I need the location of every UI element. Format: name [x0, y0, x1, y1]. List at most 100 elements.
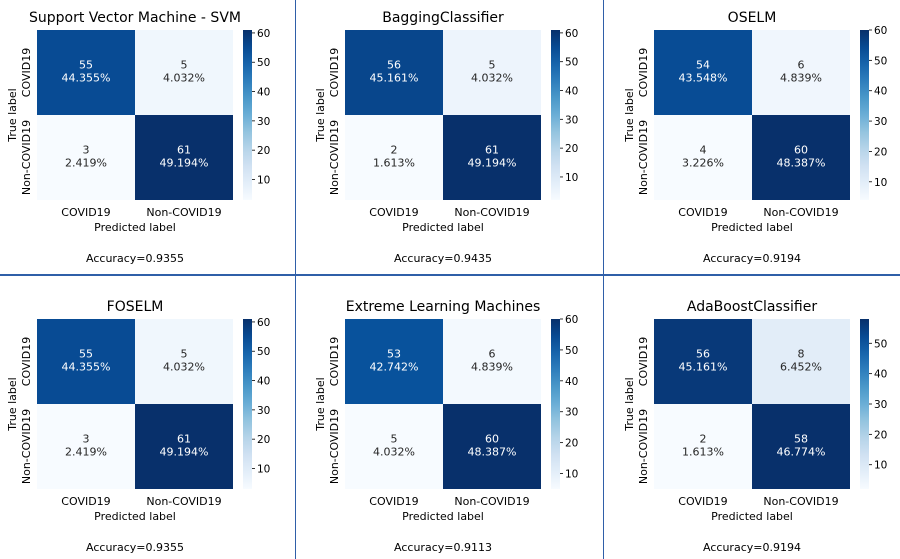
cell-count-label: 56 — [387, 59, 401, 72]
cell-percent-label: 6.452% — [780, 361, 822, 374]
colorbar — [551, 30, 560, 200]
colorbar-tick-label: 10 — [565, 469, 578, 481]
y-tick-label: Non-COVID19 — [20, 409, 33, 484]
cell-count-label: 5 — [181, 59, 188, 72]
cell-count-label: 5 — [489, 59, 496, 72]
y-tick-label: Non-COVID19 — [328, 120, 341, 195]
accuracy-label: Accuracy=0.9435 — [394, 252, 492, 265]
cell-count-label: 2 — [700, 433, 707, 446]
cell-count-label: 60 — [794, 144, 808, 157]
colorbar-tick-label: 20 — [257, 434, 270, 446]
heatmap-cell — [37, 404, 135, 489]
x-tick-label: COVID19 — [678, 495, 727, 508]
y-tick-label: Non-COVID19 — [328, 409, 341, 484]
cell-count-label: 6 — [489, 348, 496, 361]
heatmap-cell — [654, 319, 752, 404]
x-tick-label: COVID19 — [369, 495, 418, 508]
y-tick-label: COVID19 — [637, 337, 650, 386]
cell-count-label: 3 — [83, 433, 90, 446]
heatmap-cell — [443, 404, 541, 489]
y-axis-label: True label — [314, 88, 327, 142]
cell-percent-label: 4.032% — [163, 72, 205, 85]
cell-percent-label: 49.194% — [468, 157, 517, 170]
x-tick-label: COVID19 — [678, 206, 727, 219]
colorbar-tick-label: 40 — [257, 87, 270, 99]
colorbar-tick-label: 30 — [874, 116, 887, 128]
colorbar-tick-label: 30 — [257, 116, 270, 128]
colorbar-tick-label: 30 — [874, 399, 887, 411]
cell-percent-label: 42.742% — [370, 361, 419, 374]
cell-count-label: 3 — [83, 144, 90, 157]
cell-percent-label: 1.613% — [373, 157, 415, 170]
heatmap-cell — [443, 115, 541, 200]
y-tick-label: COVID19 — [328, 48, 341, 97]
cell-count-label: 6 — [798, 59, 805, 72]
colorbar-tick-label: 40 — [565, 86, 578, 98]
cell-percent-label: 4.032% — [373, 446, 415, 459]
vertical-divider-right — [603, 0, 604, 559]
accuracy-label: Accuracy=0.9355 — [86, 252, 184, 265]
colorbar-tick-label: 60 — [565, 314, 578, 326]
cell-count-label: 4 — [700, 144, 707, 157]
cell-count-label: 58 — [794, 433, 808, 446]
cell-percent-label: 48.387% — [777, 157, 826, 170]
panel-title: FOSELM — [107, 299, 164, 315]
panel-title: BaggingClassifier — [382, 10, 504, 26]
cell-percent-label: 44.355% — [62, 72, 111, 85]
cell-count-label: 61 — [177, 144, 191, 157]
heatmap-cell — [752, 404, 850, 489]
accuracy-label: Accuracy=0.9355 — [86, 541, 184, 554]
heatmap-cell — [135, 30, 233, 115]
y-axis-label: True label — [6, 88, 19, 142]
cell-percent-label: 46.774% — [777, 446, 826, 459]
heatmap-cell — [654, 115, 752, 200]
heatmap-cell — [37, 30, 135, 115]
cell-percent-label: 44.355% — [62, 361, 111, 374]
colorbar-tick-label: 40 — [257, 376, 270, 388]
x-axis-label: Predicted label — [402, 510, 484, 523]
heatmap-cell — [345, 30, 443, 115]
accuracy-label: Accuracy=0.9194 — [703, 541, 801, 554]
colorbar-tick-label: 60 — [257, 28, 270, 40]
x-tick-label: Non-COVID19 — [763, 206, 838, 219]
y-tick-label: COVID19 — [20, 48, 33, 97]
accuracy-label: Accuracy=0.9194 — [703, 252, 801, 265]
x-tick-label: COVID19 — [369, 206, 418, 219]
heatmap-cell — [135, 115, 233, 200]
heatmap-cell — [135, 404, 233, 489]
heatmap-cell — [654, 404, 752, 489]
x-tick-label: Non-COVID19 — [454, 206, 529, 219]
colorbar-tick-label: 10 — [257, 174, 270, 186]
y-axis-label: True label — [623, 377, 636, 431]
x-axis-label: Predicted label — [711, 510, 793, 523]
heatmap-cell — [443, 30, 541, 115]
cell-percent-label: 4.839% — [471, 361, 513, 374]
colorbar-tick-label: 20 — [874, 429, 887, 441]
colorbar-tick-label: 50 — [257, 57, 270, 69]
cell-percent-label: 4.032% — [163, 361, 205, 374]
colorbar-tick-label: 20 — [874, 146, 887, 158]
cell-percent-label: 4.032% — [471, 72, 513, 85]
heatmap-cell — [37, 115, 135, 200]
colorbar-tick-label: 30 — [565, 114, 578, 126]
cell-count-label: 61 — [177, 433, 191, 446]
heatmap-cell — [37, 319, 135, 404]
cell-percent-label: 49.194% — [160, 157, 209, 170]
heatmap-cell — [345, 115, 443, 200]
colorbar-tick-label: 40 — [565, 376, 578, 388]
panel-title: Support Vector Machine - SVM — [29, 10, 241, 26]
x-tick-label: Non-COVID19 — [454, 495, 529, 508]
cell-count-label: 5 — [391, 433, 398, 446]
y-tick-label: COVID19 — [637, 48, 650, 97]
colorbar-tick-label: 10 — [257, 463, 270, 475]
colorbar-tick-label: 30 — [257, 405, 270, 417]
x-tick-label: COVID19 — [61, 206, 110, 219]
colorbar-tick-label: 60 — [565, 28, 578, 40]
x-axis-label: Predicted label — [711, 221, 793, 234]
cell-count-label: 53 — [387, 348, 401, 361]
cell-percent-label: 49.194% — [160, 446, 209, 459]
cell-percent-label: 43.548% — [679, 72, 728, 85]
